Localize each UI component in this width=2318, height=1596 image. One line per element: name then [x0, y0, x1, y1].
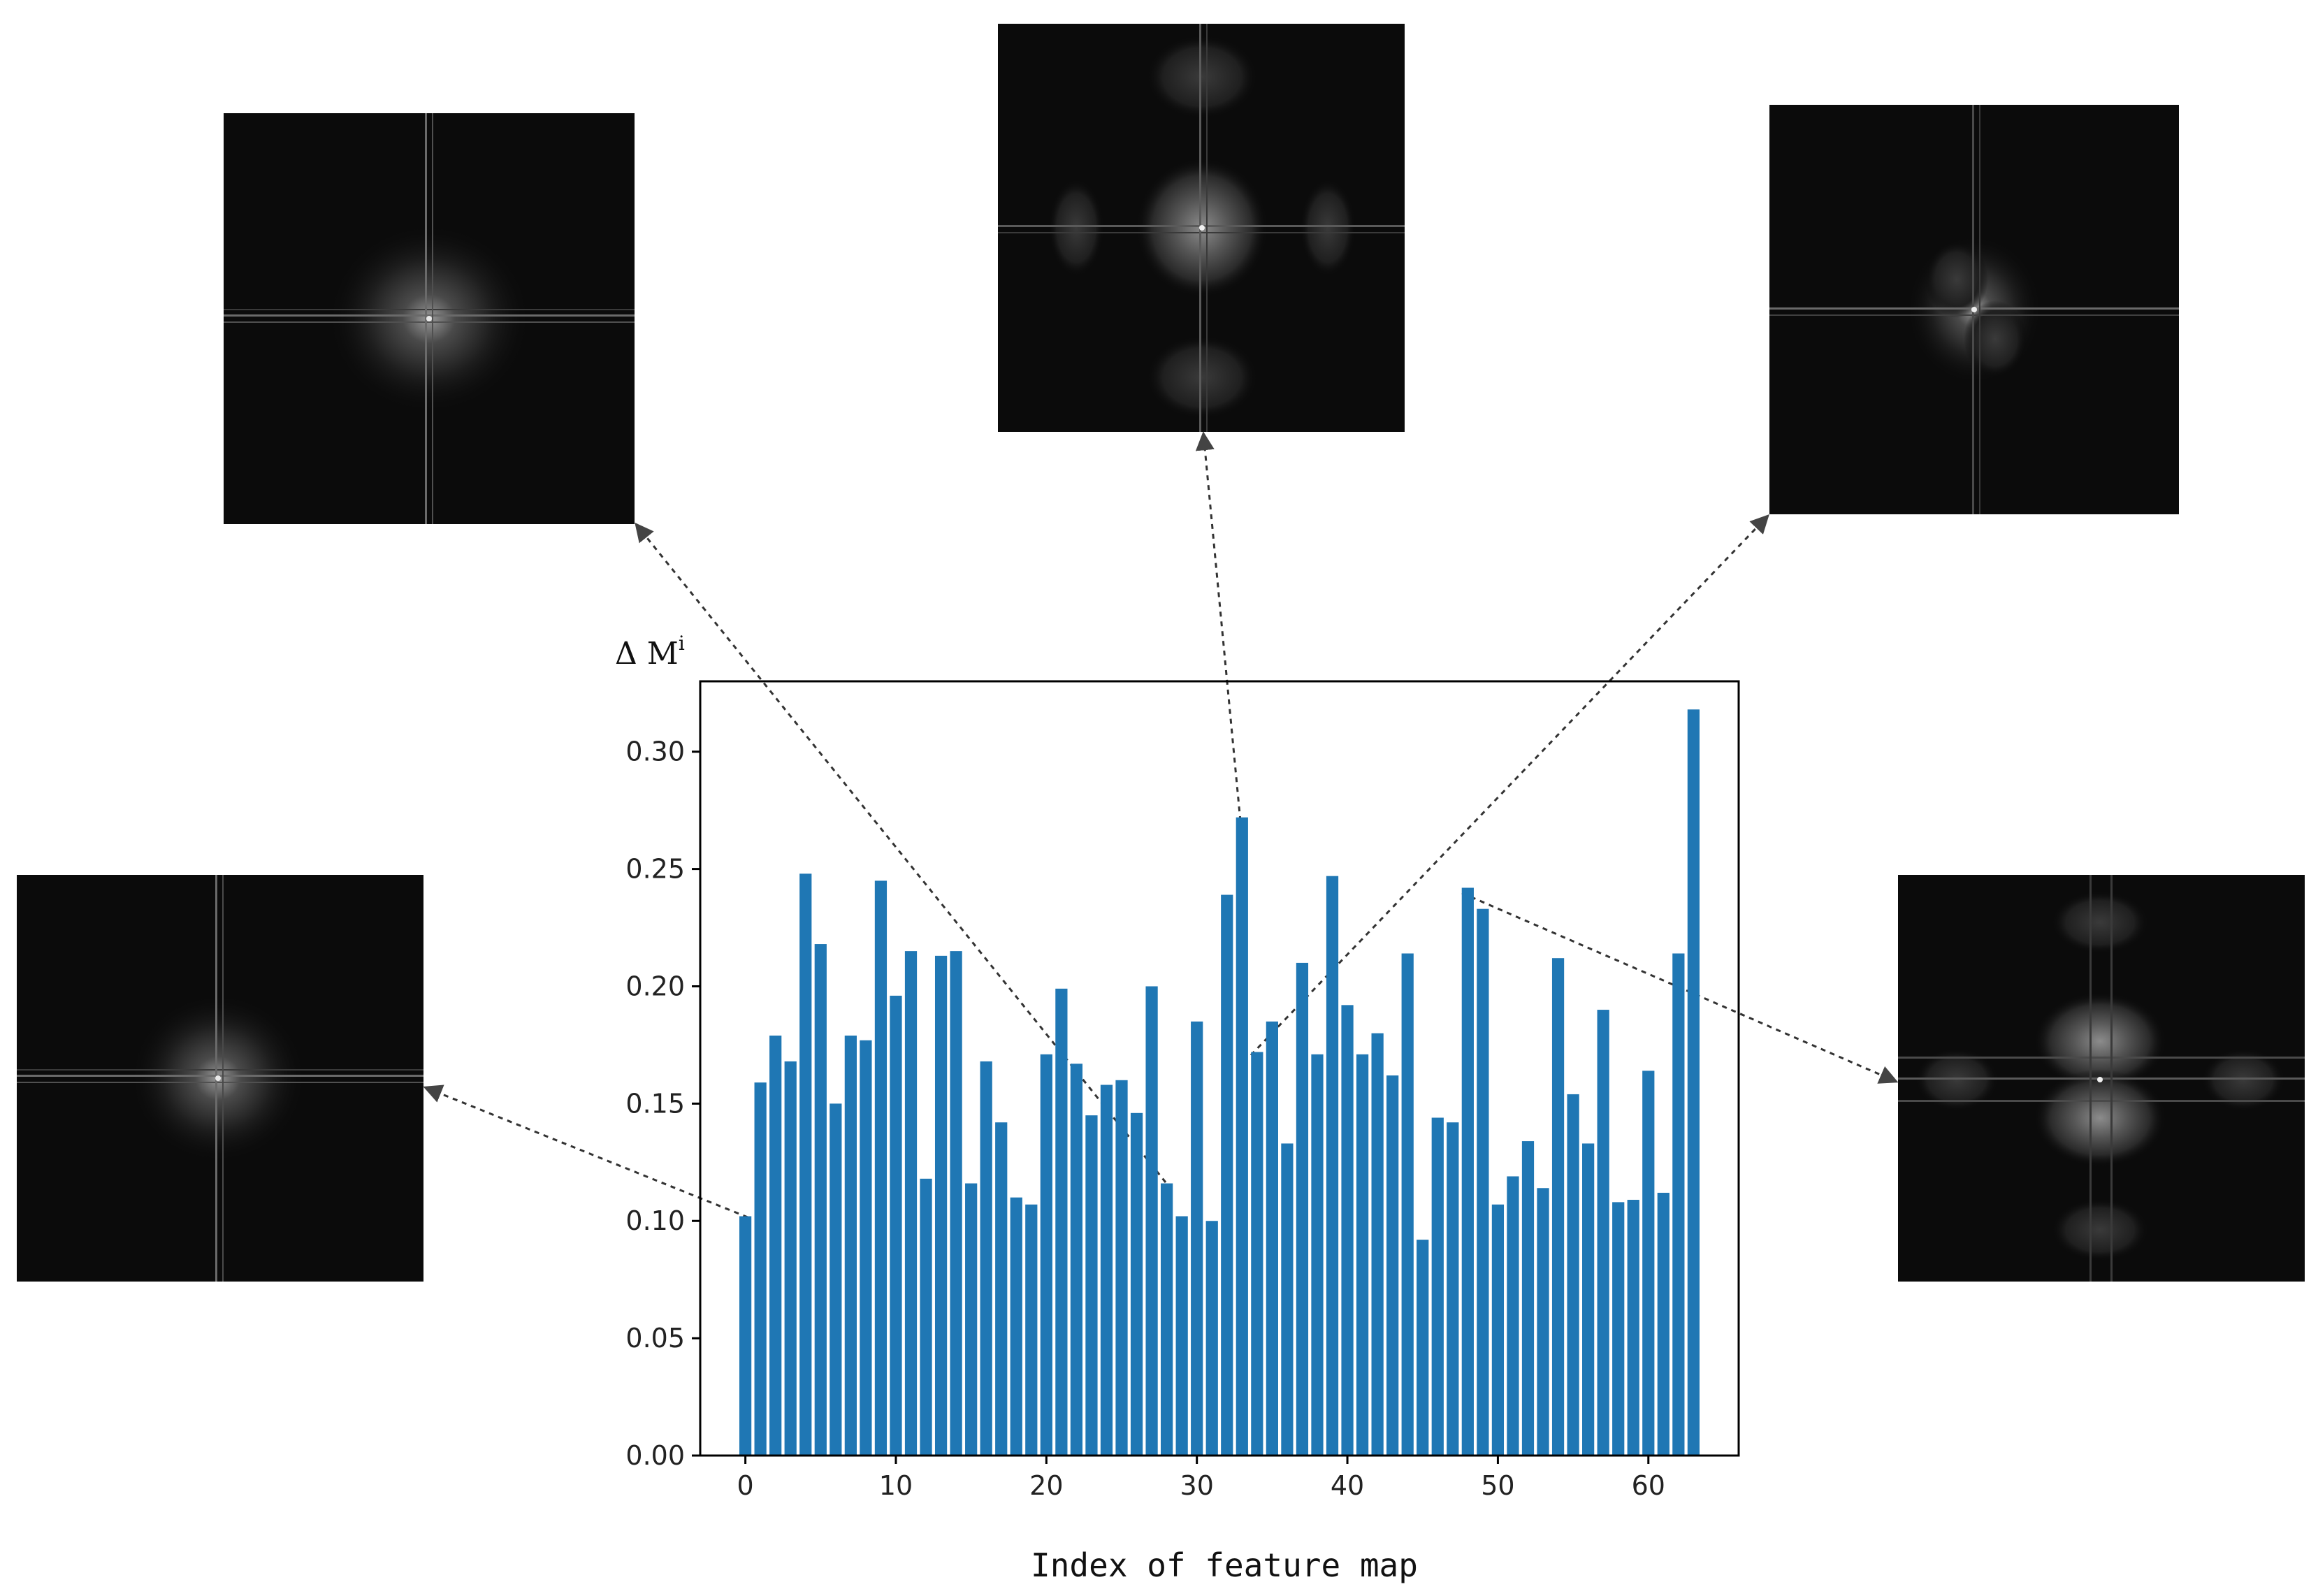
bar-13	[934, 955, 948, 1456]
bar-chart: 0 10 20 30 40 50 60 0.000.050.100.150.200.250.…	[615, 632, 1740, 1584]
bar-45	[1417, 1240, 1429, 1456]
y-tick-label-0.10: 0.10	[625, 1205, 685, 1236]
bar-5	[814, 944, 827, 1456]
x-axis-label: Index of feature map	[1031, 1546, 1418, 1584]
spectrum-inset-top-center	[998, 24, 1405, 432]
bar-33	[1236, 817, 1248, 1456]
bar-49	[1477, 908, 1489, 1456]
bar-40	[1341, 1005, 1354, 1456]
bar-27	[1145, 986, 1158, 1456]
bar-2	[769, 1035, 782, 1456]
x-tick-label-0: 0	[737, 1470, 754, 1501]
bar-4	[799, 873, 812, 1456]
x-tick-label-60: 60	[1632, 1470, 1665, 1501]
bar-23	[1085, 1115, 1098, 1456]
x-tick-label-50: 50	[1481, 1470, 1514, 1501]
bar-43	[1386, 1075, 1399, 1456]
bar-44	[1401, 953, 1414, 1456]
bar-16	[980, 1061, 992, 1456]
bar-3	[784, 1061, 797, 1456]
bar-39	[1326, 876, 1339, 1456]
bars	[739, 709, 1700, 1456]
y-axis-label: Δ Mi	[615, 632, 685, 672]
bar-10	[890, 995, 902, 1456]
spectrum-inset-right	[1898, 875, 2305, 1282]
bar-52	[1521, 1141, 1535, 1456]
bar-32	[1221, 894, 1233, 1456]
bar-15	[965, 1183, 978, 1456]
bar-36	[1281, 1143, 1294, 1456]
bar-18	[1010, 1197, 1022, 1456]
y-tick-label-0.15: 0.15	[625, 1088, 685, 1119]
spectrum-inset-top-left	[224, 113, 635, 524]
x-tick-label-10: 10	[879, 1470, 913, 1501]
bar-24	[1100, 1084, 1113, 1456]
bar-7	[844, 1035, 857, 1456]
bar-12	[920, 1178, 932, 1456]
x-axis: 0 10 20 30 40 50 60	[737, 1456, 1665, 1501]
bar-47	[1447, 1122, 1459, 1456]
bar-1	[754, 1082, 767, 1456]
bar-21	[1055, 988, 1068, 1456]
bar-30	[1191, 1021, 1203, 1456]
arrow-top-center	[1195, 431, 1242, 822]
plot-frame	[699, 680, 1740, 1457]
bar-50	[1491, 1204, 1505, 1456]
bar-41	[1356, 1054, 1369, 1456]
bar-11	[904, 951, 918, 1456]
bar-42	[1371, 1033, 1384, 1456]
y-tick-label-0.20: 0.20	[625, 971, 685, 1001]
bar-53	[1537, 1188, 1549, 1456]
bar-46	[1431, 1117, 1444, 1456]
bar-37	[1296, 962, 1309, 1456]
bar-48	[1461, 887, 1474, 1456]
spectrum-inset-top-right	[1769, 105, 2179, 514]
bar-57	[1597, 1010, 1609, 1456]
bar-38	[1311, 1054, 1324, 1456]
y-axis: 0.00 0.05 0.10 0.15 0.20 0.25 0.30	[625, 737, 700, 1471]
bar-8	[860, 1040, 872, 1456]
x-tick-label-30: 30	[1180, 1470, 1214, 1501]
x-tick-label-40: 40	[1331, 1470, 1364, 1501]
bar-28	[1161, 1183, 1173, 1456]
bar-0	[739, 1216, 752, 1456]
bar-35	[1266, 1021, 1278, 1456]
bar-17	[995, 1122, 1008, 1456]
bar-62	[1672, 953, 1685, 1456]
bar-63	[1687, 709, 1700, 1456]
bar-9	[874, 880, 888, 1456]
bar-55	[1567, 1094, 1579, 1456]
bar-19	[1025, 1204, 1038, 1456]
bar-34	[1251, 1052, 1263, 1456]
bar-29	[1175, 1216, 1188, 1456]
bar-60	[1642, 1071, 1655, 1456]
bar-61	[1657, 1192, 1669, 1456]
y-tick-label-0.00: 0.00	[625, 1440, 685, 1471]
bar-20	[1040, 1054, 1052, 1456]
arrow-top-right	[1249, 514, 1769, 1057]
bar-51	[1507, 1176, 1519, 1456]
y-tick-label-0.25: 0.25	[625, 854, 685, 885]
x-tick-label-20: 20	[1029, 1470, 1063, 1501]
bar-22	[1070, 1064, 1083, 1456]
bar-6	[830, 1103, 842, 1456]
bar-54	[1551, 958, 1565, 1456]
bar-25	[1115, 1080, 1128, 1456]
bar-56	[1582, 1143, 1595, 1456]
y-tick-label-0.05: 0.05	[625, 1323, 685, 1354]
bar-58	[1612, 1202, 1625, 1456]
bar-59	[1627, 1200, 1639, 1456]
bar-31	[1205, 1221, 1218, 1456]
bar-14	[950, 951, 962, 1456]
y-tick-label-0.30: 0.30	[625, 737, 685, 767]
bar-26	[1130, 1112, 1143, 1456]
spectrum-inset-left	[17, 875, 423, 1282]
